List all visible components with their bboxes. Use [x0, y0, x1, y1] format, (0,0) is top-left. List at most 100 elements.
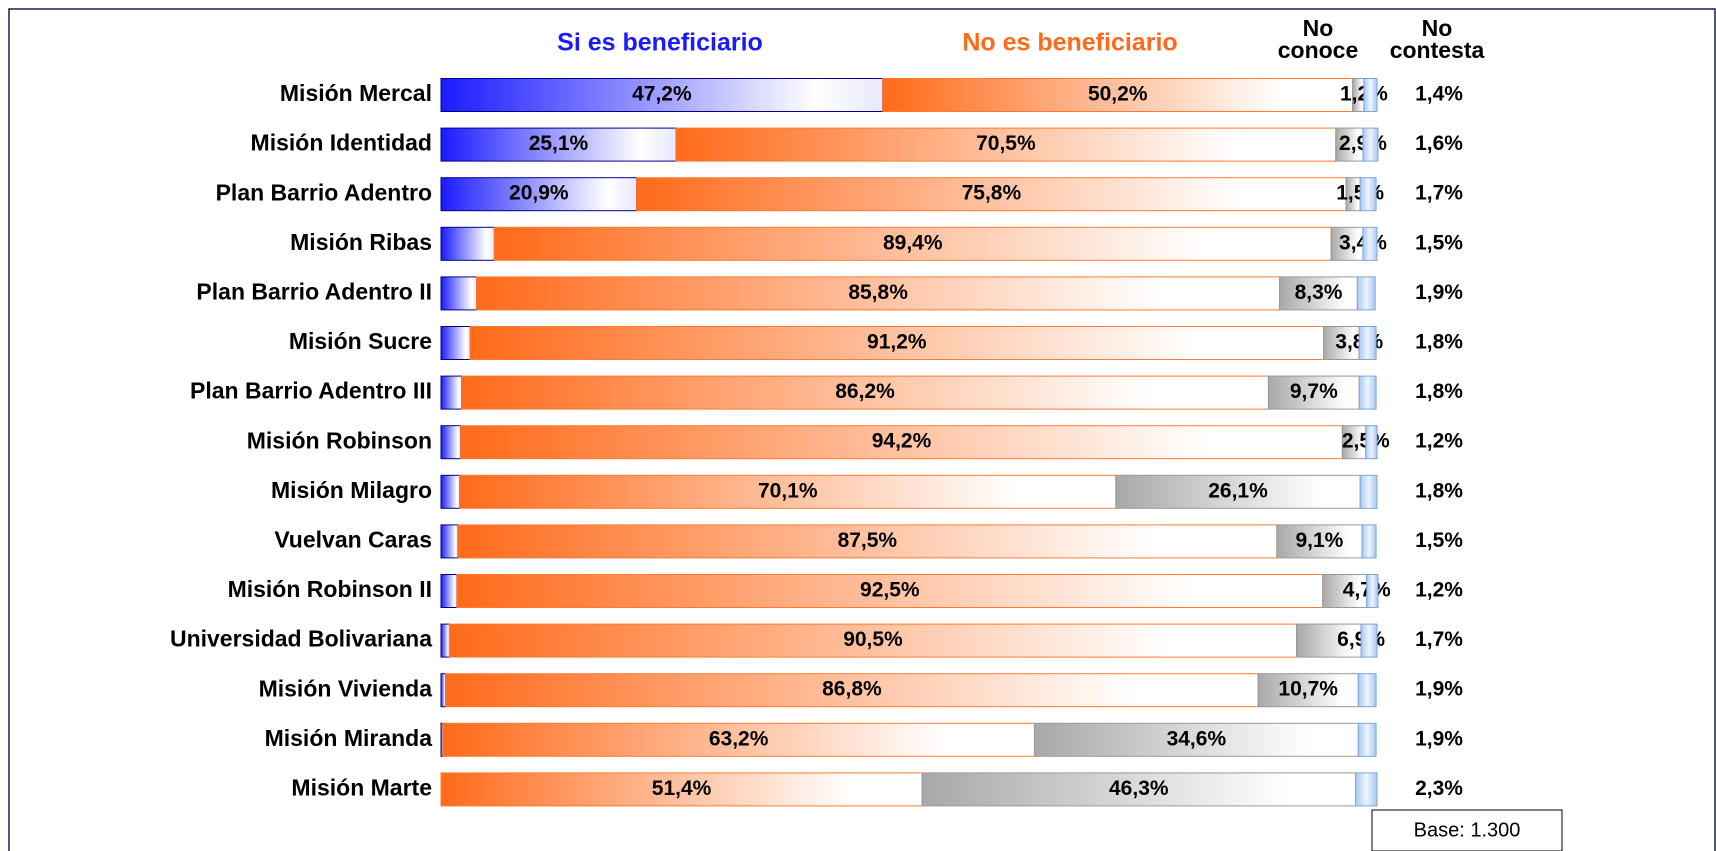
bar-segment: [440, 276, 478, 311]
bar-segment: [440, 226, 495, 261]
bar-segment: [1356, 276, 1376, 311]
bar-segment: [636, 177, 1347, 212]
bar-segment: [461, 375, 1269, 410]
value-label: 1,4%: [1415, 83, 1463, 106]
bar-segment: [440, 574, 458, 608]
value-label: 1,9%: [1415, 678, 1463, 701]
bar-segment: [440, 375, 463, 410]
bar-segment: [440, 673, 447, 708]
y-tick-label: Misión Marte: [291, 774, 432, 800]
value-label: 9,1%: [1295, 529, 1343, 552]
value-label: 1,8%: [1415, 479, 1463, 502]
legend-word: contesta: [1390, 37, 1485, 63]
value-label: 1,7%: [1415, 182, 1463, 205]
bar-segment: [1330, 226, 1364, 261]
y-tick-label: Misión Miranda: [265, 725, 433, 751]
bar-segment: [440, 772, 923, 807]
value-label: 20,9%: [509, 182, 569, 205]
value-label: 46,3%: [1109, 777, 1169, 800]
bar-segment: [1357, 673, 1377, 708]
bar-segment: [1362, 226, 1378, 261]
value-label: 10,7%: [1278, 678, 1338, 701]
bar-segment: [440, 127, 677, 162]
bar-segment: [1358, 375, 1377, 410]
value-label: 70,5%: [976, 132, 1036, 155]
value-label: 75,8%: [962, 182, 1022, 205]
value-label: 1,5%: [1415, 529, 1463, 552]
y-tick-label: Universidad Bolivariana: [170, 626, 432, 652]
legend-word: No: [1303, 15, 1334, 41]
value-label: 91,2%: [867, 331, 927, 354]
value-label: 90,5%: [843, 628, 903, 651]
bar-segment: [1033, 722, 1359, 757]
bar-segment: [459, 474, 1117, 509]
bar-segment: [460, 425, 1343, 460]
legend-label: Si es beneficiario: [557, 29, 763, 57]
bar-segment: [456, 574, 1324, 608]
bar-segment: [469, 326, 1325, 360]
bar-segment: [1115, 474, 1361, 509]
bar-segment: [1354, 772, 1378, 807]
value-label: 92,5%: [860, 579, 920, 602]
y-tick-label: Misión Milagro: [271, 477, 432, 503]
value-label: 9,7%: [1290, 380, 1338, 403]
bar-segment: [1335, 127, 1364, 162]
bar-segment: [440, 425, 462, 460]
bar-segment: [1366, 574, 1379, 608]
y-tick-label: Misión Sucre: [289, 328, 432, 354]
value-label: 89,4%: [883, 231, 943, 254]
y-tick-label: Plan Barrio Adentro II: [196, 278, 432, 304]
base-note: Base: 1.300: [1414, 819, 1521, 841]
bar-segment: [440, 177, 638, 212]
value-label: 51,4%: [652, 777, 712, 800]
bar-segment: [457, 524, 1278, 559]
value-label: 85,8%: [848, 281, 908, 304]
base-box: [1371, 809, 1563, 851]
bar-segment: [1358, 326, 1377, 360]
value-label: 1,8%: [1415, 380, 1463, 403]
legend-word: No: [1422, 15, 1453, 41]
bar-segment: [440, 623, 450, 658]
bar-segment: [1276, 524, 1363, 559]
bar-segment: [440, 326, 471, 360]
y-tick-label: Misión Robinson: [247, 427, 432, 453]
bar-segment: [1363, 78, 1378, 112]
value-label: 26,1%: [1208, 479, 1268, 502]
bar-segment: [1361, 524, 1377, 559]
bar-segment: [1357, 722, 1377, 757]
bar-segment: [1359, 177, 1377, 212]
bar-segment: [1359, 474, 1378, 509]
y-tick-label: Plan Barrio Adentro III: [190, 378, 432, 404]
y-tick-label: Misión Vivienda: [259, 675, 433, 701]
bar-segment: [448, 623, 1298, 658]
bar-segment: [440, 474, 461, 509]
legend-label: No conoce: [1278, 15, 1359, 63]
value-label: 1,5%: [1415, 231, 1463, 254]
bar-segment: [1365, 425, 1378, 460]
y-tick-label: Misión Robinson II: [228, 576, 432, 602]
bar-segment: [440, 524, 459, 559]
y-tick-label: Plan Barrio Adentro: [216, 179, 432, 205]
value-label: 34,6%: [1167, 727, 1227, 750]
value-label: 87,5%: [838, 529, 898, 552]
value-label: 1,8%: [1415, 331, 1463, 354]
value-label: 2,3%: [1415, 777, 1463, 800]
bar-segment: [1362, 127, 1379, 162]
y-tick-label: Misión Ribas: [290, 229, 432, 255]
legend-word: conoce: [1278, 37, 1359, 63]
value-label: 86,2%: [835, 380, 895, 403]
bar-segment: [1257, 673, 1359, 708]
value-label: 1,2%: [1415, 579, 1463, 602]
value-label: 1,7%: [1415, 628, 1463, 651]
y-tick-label: Misión Mercal: [280, 80, 432, 106]
y-tick-label: Misión Identidad: [251, 130, 432, 156]
value-label: 63,2%: [709, 727, 769, 750]
bar-segment: [1323, 326, 1360, 360]
value-label: 1,2%: [1415, 430, 1463, 453]
frame: [8, 8, 1716, 851]
value-label: 70,1%: [758, 479, 818, 502]
bar-segment: [442, 722, 1035, 757]
bar-segment: [1360, 623, 1378, 658]
value-label: 47,2%: [632, 83, 692, 106]
